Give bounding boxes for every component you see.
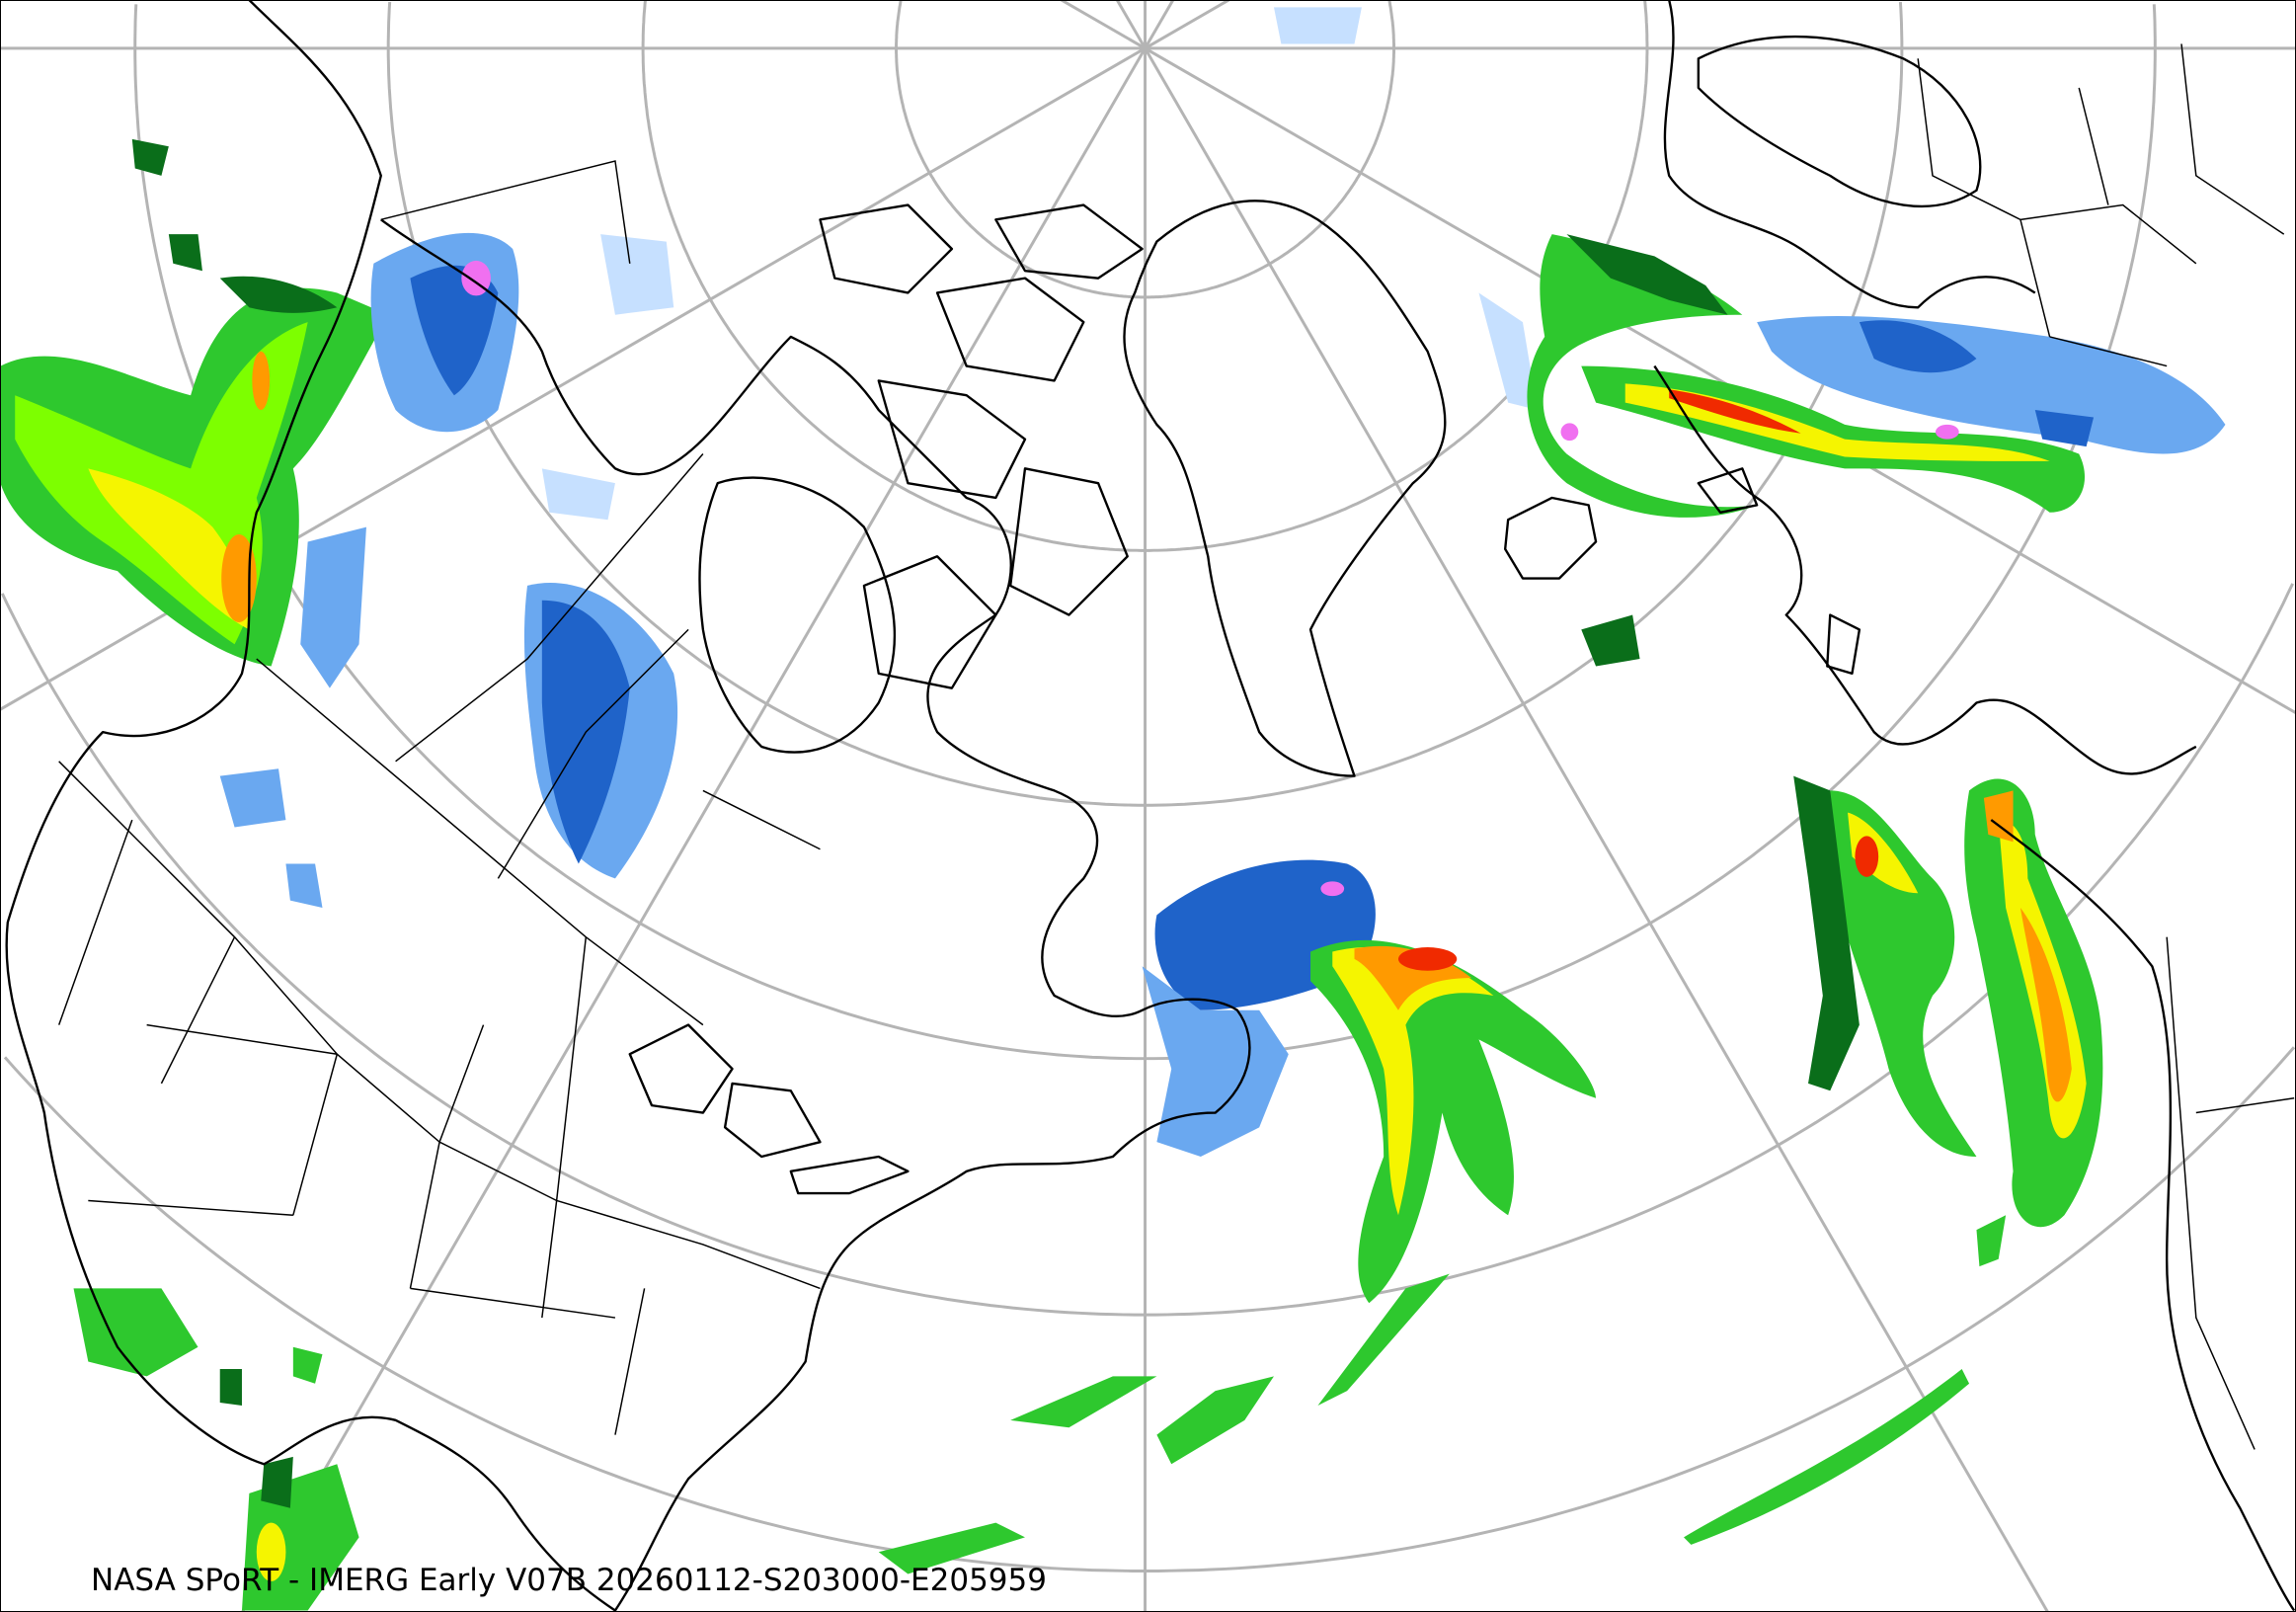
precip-africa-band1-red <box>1855 836 1879 877</box>
precip-africa-band1-darkgreen <box>1793 775 1860 1091</box>
latitude-circle <box>0 583 2294 1317</box>
coastlines <box>5 0 2296 1612</box>
coastline-hudson-bay <box>698 476 897 754</box>
precip-pacific-nw-orange-2 <box>252 351 271 411</box>
coastline-arctic-islands <box>819 203 1144 689</box>
coastline-scandinavia <box>1697 35 1982 208</box>
border-canada-provinces <box>380 160 821 879</box>
precip-europe-darkblue <box>1859 320 2095 447</box>
precip-pacific-nw-orange <box>221 534 257 622</box>
precip-uk-band-yellow <box>1624 383 2050 461</box>
precip-south-atlantic-streak <box>1684 1215 2007 1545</box>
precip-west-canada-darkblue <box>410 265 499 396</box>
precipitation-layer <box>0 7 2226 1611</box>
political-borders <box>57 43 2295 1450</box>
meridian-line <box>1144 0 1175 49</box>
meridian-line <box>241 47 1147 1612</box>
precip-mexico-yellow <box>256 1522 286 1581</box>
meridian-line <box>1144 0 1230 50</box>
precip-uk-band-red <box>1669 389 1801 434</box>
coastline-africa <box>1990 819 2296 1612</box>
precip-mexico-darkgreen <box>219 1368 293 1508</box>
meridian-line <box>1061 0 1147 50</box>
precip-atlantic-magenta <box>1320 881 1345 897</box>
border-europe <box>1917 43 2285 367</box>
precip-pacific-nw-yellow <box>88 468 250 630</box>
precip-atlantic-tail <box>878 1273 1450 1574</box>
precip-africa-band1-yellow <box>1848 812 1919 894</box>
border-us-states <box>57 761 821 1435</box>
coastline-north-america <box>5 0 1251 1612</box>
precip-africa-band1-green <box>1830 790 1977 1158</box>
precip-europe-magenta-2 <box>1560 423 1579 442</box>
precip-bc-blue <box>219 526 366 909</box>
precip-africa-band2-orange <box>1983 790 2072 1102</box>
meridian-line <box>1115 0 1147 49</box>
latitude-circle <box>386 1 1904 807</box>
precip-atlantic-lightblue <box>1142 966 1289 1158</box>
meridian-line <box>1144 47 2049 1612</box>
precip-mexico-green <box>73 1288 359 1611</box>
coastline-europe <box>1653 0 2197 775</box>
coastline-greenland <box>1123 200 1447 777</box>
meridian-line <box>1144 46 2296 714</box>
precip-atlantic-comma-yellow <box>1332 946 1494 1216</box>
coastline-iceland <box>1503 496 1598 580</box>
precip-pacific-nw-darkgreen <box>131 138 338 313</box>
precip-europe-magenta <box>1935 424 1959 440</box>
coastline-great-lakes <box>628 1023 910 1195</box>
latitude-circle <box>895 0 1396 299</box>
map-caption: NASA SPoRT - IMERG Early V07B 20260112-S… <box>91 1563 1047 1598</box>
border-africa <box>2166 936 2295 1450</box>
precip-atlantic-comma-red <box>1397 947 1458 971</box>
